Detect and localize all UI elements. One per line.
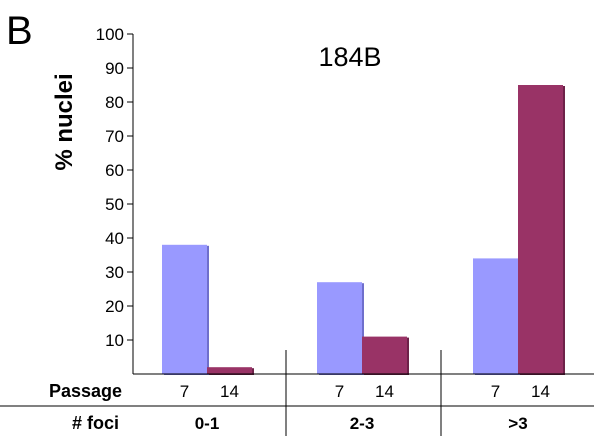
bar-passage-7 [317, 282, 362, 374]
chart-title: 184B [318, 42, 381, 72]
y-axis-label: % nuclei [51, 73, 78, 170]
category-table: Passage # foci 7 140-17 142-37 14>3 [0, 350, 594, 436]
bar-passage-14 [518, 85, 563, 374]
foci-group-label: 2-3 [350, 414, 375, 433]
foci-group-label: >3 [508, 414, 527, 433]
bar-passage-14 [362, 336, 407, 374]
y-tick-label: 20 [105, 297, 124, 316]
y-axis: 10 20 30 40 50 60 70 80 90 100 [96, 25, 134, 374]
y-tick-label: 40 [105, 229, 124, 248]
y-tick-label: 60 [105, 161, 124, 180]
passage-label: 14 [220, 382, 239, 401]
foci-group-label: 0-1 [195, 414, 220, 433]
passage-row-label: Passage [49, 381, 122, 401]
passage-label: 14 [531, 382, 550, 401]
y-tick-label: 90 [105, 59, 124, 78]
panel-letter: B [6, 9, 33, 53]
y-tick-label: 10 [105, 331, 124, 350]
bar-passage-14 [207, 367, 252, 374]
bar-passage-7 [473, 258, 518, 374]
y-tick-label: 50 [105, 195, 124, 214]
passage-label: 7 [491, 382, 500, 401]
bar-passage-7 [162, 244, 207, 374]
y-tick-label: 30 [105, 263, 124, 282]
passage-label: 7 [180, 382, 189, 401]
passage-label: 14 [375, 382, 394, 401]
y-tick-label: 80 [105, 93, 124, 112]
y-tick-label: 100 [96, 25, 124, 44]
foci-row-label: # foci [72, 413, 119, 433]
passage-label: 7 [335, 382, 344, 401]
y-tick-label: 70 [105, 127, 124, 146]
bars [162, 85, 565, 375]
